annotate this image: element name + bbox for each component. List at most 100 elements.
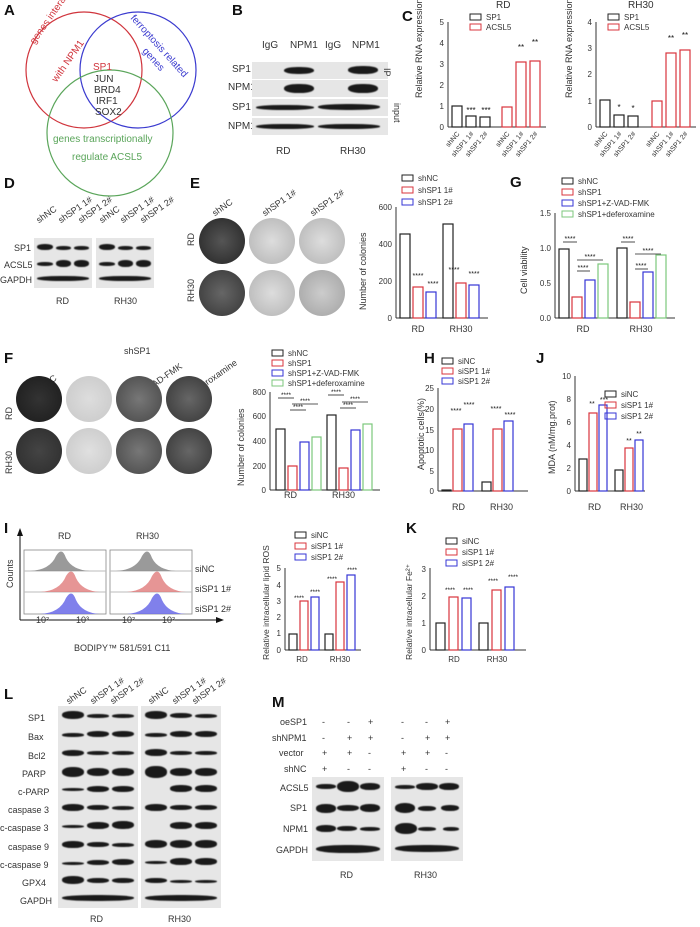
panel-label-h: H <box>424 350 435 367</box>
svg-text:Cell viability: Cell viability <box>519 246 529 294</box>
l-blot-rd <box>58 706 138 908</box>
c-title-rh30: RH30 <box>628 0 654 11</box>
b-blot-sp1-input <box>252 99 388 116</box>
m-shnc-4: + <box>401 764 407 774</box>
b-col-igg-1: IgG <box>262 40 279 51</box>
svg-text:siSP1 1#: siSP1 1# <box>462 548 495 557</box>
f-dish-rd-shsp1 <box>66 376 112 422</box>
svg-text:****: **** <box>331 389 342 396</box>
venn-gene-brd4: BRD4 <box>94 85 121 96</box>
svg-text:3: 3 <box>422 565 427 574</box>
m-cond-oesp1: oeSP1 <box>280 717 308 727</box>
f-row-rd: RD <box>4 407 14 420</box>
svg-text:4: 4 <box>588 18 593 27</box>
l-row-caspase3: caspase 3 <box>8 805 50 815</box>
chart-c-rd: Relative RNA expression 0 1 2 3 4 5 SP1 ACSL5… <box>414 0 546 159</box>
i-y-axis-counts: Counts <box>5 559 15 588</box>
b-group-rd: RD <box>276 146 291 157</box>
svg-text:6: 6 <box>567 418 572 427</box>
svg-text:shSP1 1#: shSP1 1# <box>418 186 453 195</box>
svg-text:2: 2 <box>277 613 282 622</box>
svg-text:20: 20 <box>425 405 434 414</box>
svg-text:****: **** <box>464 402 475 409</box>
m-vector-6: - <box>445 748 448 758</box>
b-blot-sp1-ip <box>252 62 388 79</box>
d-row-acsl5: ACSL5 <box>4 260 33 270</box>
svg-text:RH30: RH30 <box>449 324 472 334</box>
svg-text:shSP1 2#: shSP1 2# <box>418 198 453 207</box>
svg-text:5: 5 <box>430 467 435 476</box>
e-dish-rd-shsp1-2 <box>299 218 345 264</box>
svg-text:****: **** <box>428 281 439 288</box>
l-blot-rh30 <box>141 706 221 908</box>
svg-text:200: 200 <box>253 462 267 471</box>
e-dish-rh30-shsp1-2 <box>299 270 345 316</box>
chart-h: Apoptotic cells(%) siNC siSP1 1# siSP1 2… <box>416 357 528 496</box>
svg-text:****: **** <box>310 589 321 596</box>
i-col-rd: RD <box>58 531 71 541</box>
i-row-sisp1-1: siSP1 1# <box>195 584 232 594</box>
svg-text:shSP1: shSP1 <box>578 188 602 197</box>
venn-gene-sp1: SP1 <box>93 62 112 73</box>
svg-text:4: 4 <box>277 581 282 590</box>
e-col-shnc: shNC <box>210 196 235 218</box>
venn-label-acsl5-line1: genes transcriptionally <box>53 134 153 145</box>
d-group-rd: RD <box>56 296 69 306</box>
svg-text:**: ** <box>682 31 688 40</box>
svg-text:****: **** <box>343 402 354 409</box>
svg-text:siNC: siNC <box>462 537 480 546</box>
i-x-axis-label: BODIPY™ 581/591 C11 <box>74 643 171 653</box>
svg-text:siNC: siNC <box>621 390 639 399</box>
svg-text:800: 800 <box>253 388 267 397</box>
svg-text:0: 0 <box>430 487 435 496</box>
svg-text:*: * <box>617 103 620 112</box>
svg-text:**: ** <box>636 431 642 438</box>
f-dish-rh30-shsp1 <box>66 428 112 474</box>
i-tick-4: 10² <box>162 615 176 625</box>
svg-text:siSP1 2#: siSP1 2# <box>311 553 344 562</box>
m-oesp1-5: - <box>425 717 428 727</box>
svg-text:shNC: shNC <box>418 174 438 183</box>
l-row-sp1: SP1 <box>28 713 46 723</box>
svg-text:RH30: RH30 <box>487 655 508 664</box>
svg-text:****: **** <box>565 236 576 243</box>
chart-k: Relative intracellular Fe²⁺ siNC siSP1 1… <box>404 537 526 664</box>
m-vector-2: + <box>347 748 353 758</box>
f-dish-rd-shnc <box>16 376 62 422</box>
m-row-acsl5: ACSL5 <box>280 783 309 793</box>
h-cat-rh30: RH30 <box>490 502 514 512</box>
svg-text:shSP1+Z-VAD-FMK: shSP1+Z-VAD-FMK <box>288 369 360 378</box>
svg-text:****: **** <box>585 254 596 261</box>
svg-text:ACSL5: ACSL5 <box>624 23 650 32</box>
b-blot-npm1-input <box>252 118 388 135</box>
m-shnpm1-2: + <box>347 733 353 743</box>
f-group-title: shSP1 <box>124 346 151 356</box>
l-lane-1: shNC <box>64 684 89 706</box>
svg-text:ACSL5: ACSL5 <box>486 23 512 32</box>
svg-text:Relative intracellular Fe²⁺: Relative intracellular Fe²⁺ <box>404 563 414 660</box>
b-row-npm1-input: NPM1 <box>228 121 256 132</box>
m-cond-vector: vector <box>279 748 304 758</box>
i-tick-3: 10² <box>122 615 136 625</box>
chart-e: Number of colonies shNC shSP1 1# shSP1 2… <box>358 174 488 334</box>
m-shnc-5: - <box>425 764 428 774</box>
svg-text:****: **** <box>469 271 480 278</box>
venn-label-acsl5-line2: regulate ACSL5 <box>72 152 143 163</box>
svg-text:shSP1+deferoxamine: shSP1+deferoxamine <box>578 210 655 219</box>
svg-text:****: **** <box>347 567 358 574</box>
svg-text:400: 400 <box>253 437 267 446</box>
b-blot-npm1-ip <box>252 80 388 97</box>
svg-text:0: 0 <box>588 123 593 132</box>
panel-label-e: E <box>190 175 201 192</box>
b-side-ip: IP <box>382 68 392 77</box>
svg-text:siNC: siNC <box>458 357 476 366</box>
svg-text:shNC: shNC <box>288 349 308 358</box>
m-shnc-3: - <box>368 764 371 774</box>
svg-text:25: 25 <box>425 384 434 393</box>
svg-text:****: **** <box>636 263 647 270</box>
svg-text:RD: RD <box>412 324 425 334</box>
svg-text:****: **** <box>491 406 502 413</box>
svg-text:**: ** <box>532 38 538 47</box>
svg-text:0: 0 <box>277 646 282 655</box>
b-col-npm1-1: NPM1 <box>290 40 318 51</box>
